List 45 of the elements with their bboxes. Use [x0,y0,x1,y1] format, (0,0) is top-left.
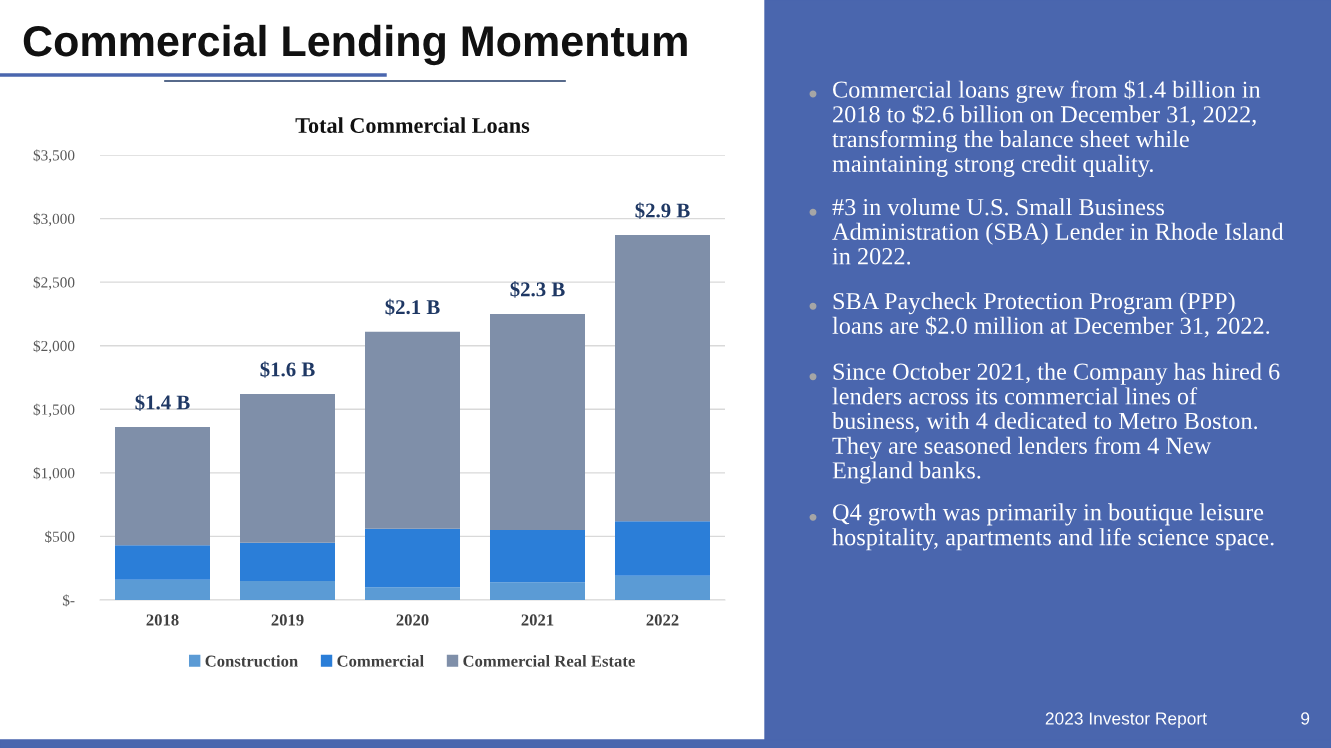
y-tick-label: $3,000 [33,212,75,227]
bar [615,575,710,600]
legend-label: Commercial [337,655,424,667]
y-tick-label: $- [62,594,75,607]
bar [490,313,585,531]
x-tick-label: 2018 [146,614,179,626]
text: Q4 growth was primarily in boutique leisure hospitality, apartments and life science space. [832,503,1274,551]
bar [240,394,335,543]
y-tick-label: $1,500 [33,403,75,417]
x-tick-label: 2019 [271,614,304,626]
total-label: $1.6 B [260,361,315,378]
total-label: $2.9 B [635,202,690,219]
bar [490,582,585,600]
bar [365,587,460,600]
x-tick-label: 2022 [646,614,679,626]
chart-subtitle: Total Commercial Loans [295,117,530,133]
bar [615,235,710,522]
y-tick-label: $500 [45,530,75,543]
legend-label: Construction [205,655,298,667]
chart-title: Commercial Lending Momentum [23,24,687,66]
text: #3 in volume U.S. Small Business Administration (SBA) Lender in Rhode Island in 2022. [832,198,1284,265]
bar [115,427,210,546]
text: SBA Paycheck Protection Program (PPP) loans are $2.0 million at December 31, 2022. [832,292,1270,338]
total-label: $2.1 B [385,298,440,316]
total-label: $1.4 B [135,394,190,411]
bar [240,542,335,581]
bar [365,331,460,529]
y-tick-label: $2,000 [33,339,75,354]
text: 2023 Investor Report [1045,712,1207,729]
bar [490,530,585,583]
bar [115,545,210,580]
y-tick-label: $2,500 [33,276,75,290]
x-tick-label: 2021 [521,614,554,626]
text: 9 [1301,712,1310,725]
text: Commercial loans grew from $1.4 billion in 2018 to $2.6 billion on December 31, 2022, transforming the balance sheet while maintaining strong credit quality. [832,80,1261,177]
y-tick-label: $3,500 [33,149,75,163]
bar [240,580,335,600]
bar [115,579,210,600]
x-tick-label: 2020 [396,614,429,626]
text: Since October 2021, the Company has hired 6 lenders across its commercial lines of business, with 4 dedicated to Metro Boston. They are seasoned lenders from 4 New England banks. [832,362,1280,484]
bar [365,528,460,588]
total-label: $2.3 B [510,281,565,298]
legend-label: Commercial Real Estate [463,655,635,667]
bar [615,521,710,576]
y-tick-label: $1,000 [33,467,75,481]
